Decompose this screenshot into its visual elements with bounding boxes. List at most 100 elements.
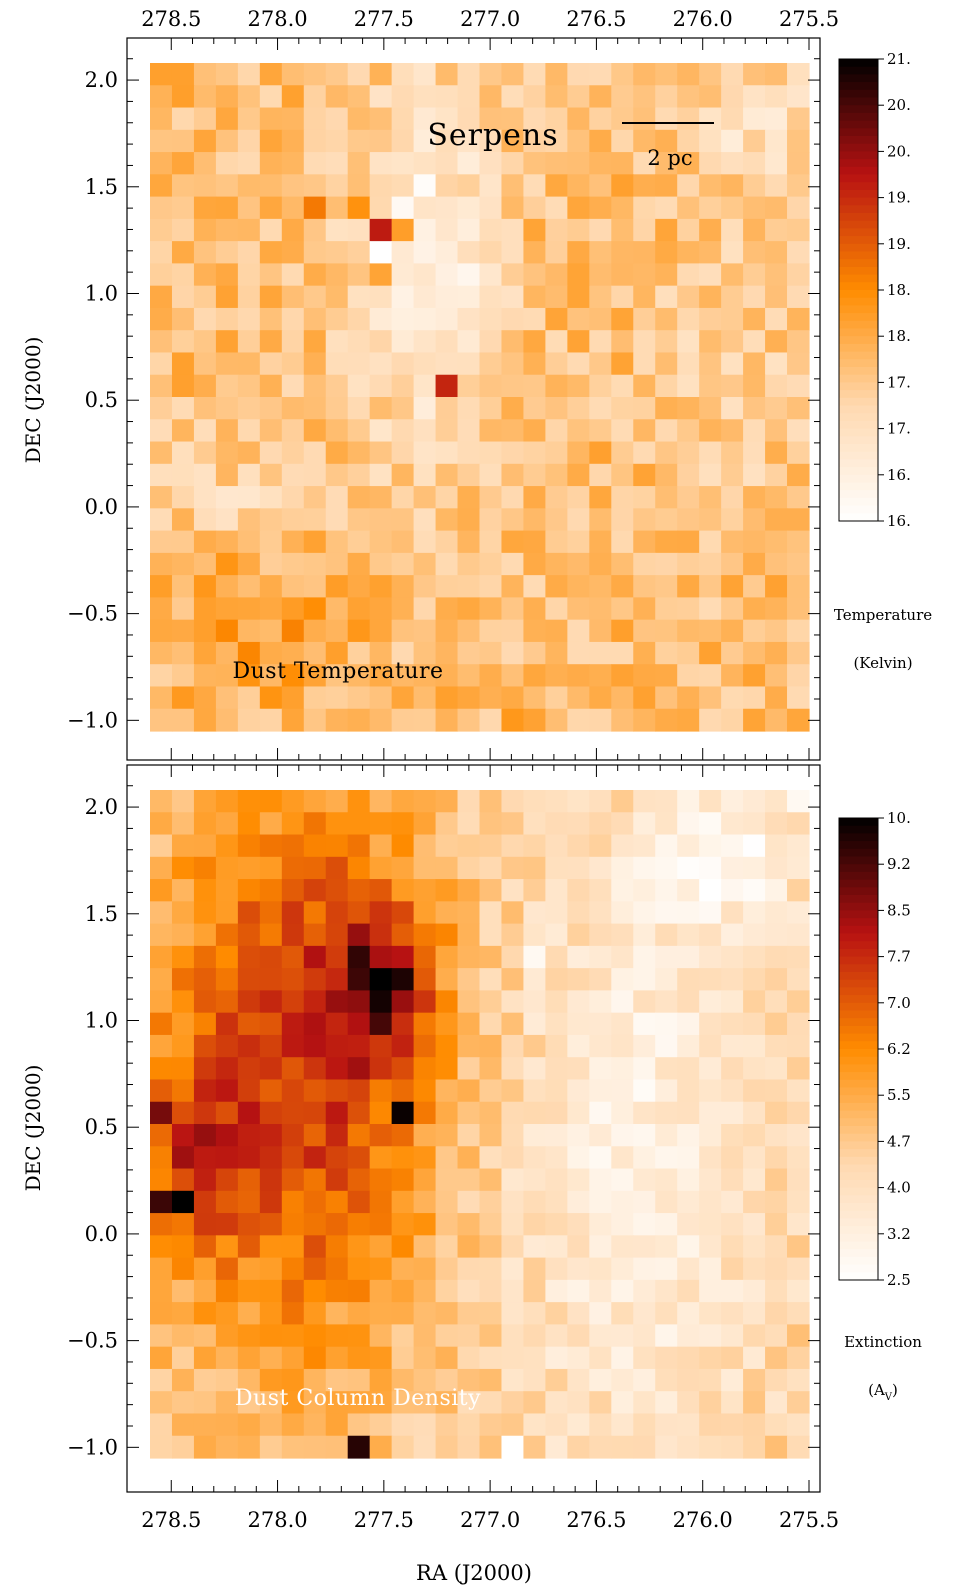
heatmap-cell [743, 1391, 766, 1415]
heatmap-cell [237, 441, 261, 465]
heatmap-cell [325, 879, 349, 902]
heatmap-cell [215, 1413, 239, 1437]
heatmap-cell [479, 397, 503, 420]
heatmap-cell [215, 1346, 239, 1370]
y-axis-label-bottom: DEC (J2000) [21, 1065, 45, 1192]
heatmap-cell [150, 1079, 173, 1103]
heatmap-cell [655, 1324, 678, 1348]
heatmap-cell [435, 85, 459, 109]
heatmap-cell [655, 812, 678, 836]
heatmap-cell [435, 664, 459, 688]
heatmap-cell [787, 1168, 810, 1192]
heatmap-cell [721, 901, 744, 925]
heatmap-cell [347, 597, 371, 621]
heatmap-cell [633, 241, 656, 264]
heatmap-cell [743, 463, 766, 487]
heatmap-cell [369, 834, 393, 858]
heatmap-cell [655, 129, 678, 153]
colorbar-tick-label: 20. [887, 96, 911, 114]
heatmap-cell [699, 790, 722, 813]
heatmap-cell [787, 263, 810, 287]
heatmap-cell [325, 1168, 349, 1192]
heatmap-cell [281, 1012, 305, 1036]
heatmap-cell [787, 923, 810, 947]
heatmap-cell [259, 463, 283, 487]
heatmap-cell [347, 397, 371, 420]
heatmap-cell [567, 708, 590, 732]
heatmap-cell [237, 1146, 261, 1170]
heatmap-cell [655, 397, 678, 420]
heatmap-cell [193, 1346, 217, 1370]
heatmap-cell [457, 63, 481, 86]
heatmap-cell [545, 307, 568, 331]
colorbar-step [839, 297, 878, 306]
heatmap-cell [567, 1012, 590, 1036]
colorbar-tick-label: 6.2 [887, 1040, 911, 1058]
heatmap-cell [589, 85, 612, 109]
heatmap-cell [237, 1391, 261, 1415]
heatmap-cell [743, 834, 766, 858]
heatmap-cell [281, 664, 305, 688]
heatmap-cell [457, 812, 481, 836]
heatmap-cell [523, 508, 546, 532]
heatmap-cell [281, 1435, 305, 1459]
heatmap-cell [171, 1057, 195, 1081]
heatmap-cell [743, 508, 766, 532]
heatmap-cell [171, 196, 195, 220]
heatmap-cell [193, 1190, 217, 1214]
heatmap-cell [743, 330, 766, 354]
heatmap-cell [171, 397, 195, 420]
heatmap-cell [765, 1190, 788, 1214]
heatmap-cell [237, 1257, 261, 1281]
heatmap-cell [457, 129, 481, 153]
heatmap-cell [435, 508, 459, 532]
heatmap-cell [501, 664, 525, 688]
heatmap-cell [150, 1146, 173, 1170]
heatmap-cell [303, 1391, 327, 1415]
heatmap-cell [369, 486, 393, 509]
heatmap-cell [611, 107, 634, 131]
heatmap-cell [369, 307, 393, 331]
heatmap-cell [633, 812, 656, 836]
colorbar-tick-label: 2.5 [887, 1271, 911, 1289]
heatmap-cell [567, 619, 590, 643]
heatmap-cell [545, 1213, 568, 1236]
heatmap-cell [347, 1302, 371, 1325]
heatmap-cell [281, 1279, 305, 1303]
x-tick-label-bottom: 278.5 [141, 1508, 201, 1532]
heatmap-cell [655, 901, 678, 925]
heatmap-cell [193, 307, 217, 331]
colorbar-step [839, 243, 878, 253]
heatmap-cell [567, 664, 590, 688]
heatmap-cell [171, 85, 195, 109]
heatmap-cell [677, 330, 700, 354]
heatmap-cell [391, 1012, 415, 1036]
colorbar-tick-label: 7.7 [887, 948, 911, 966]
heatmap-cell [171, 1012, 195, 1036]
heatmap-cells [150, 63, 810, 732]
heatmap-cell [391, 597, 415, 621]
heatmap-cell [413, 1034, 437, 1058]
heatmap-cell [457, 990, 481, 1014]
heatmap-cell [237, 1034, 261, 1058]
heatmap-cell [413, 508, 437, 532]
heatmap-cell [633, 1124, 656, 1147]
heatmap-cell [765, 923, 788, 947]
heatmap-cell [611, 1146, 634, 1170]
heatmap-cell [369, 1124, 393, 1147]
heatmap-cell [655, 552, 678, 576]
heatmap-cell [743, 352, 766, 376]
heatmap-cell [655, 790, 678, 813]
heatmap-cell [193, 152, 217, 175]
colorbar-step [839, 320, 878, 330]
heatmap-cell [259, 1079, 283, 1103]
heatmap-cell [325, 307, 349, 331]
heatmap-cell [413, 641, 437, 665]
heatmap-cell [347, 641, 371, 665]
heatmap-cell [325, 508, 349, 532]
colorbar-step [839, 956, 878, 965]
colorbar-step [839, 1241, 878, 1250]
heatmap-cell [677, 552, 700, 576]
heatmap-cell [413, 241, 437, 264]
heatmap-cell [677, 241, 700, 264]
